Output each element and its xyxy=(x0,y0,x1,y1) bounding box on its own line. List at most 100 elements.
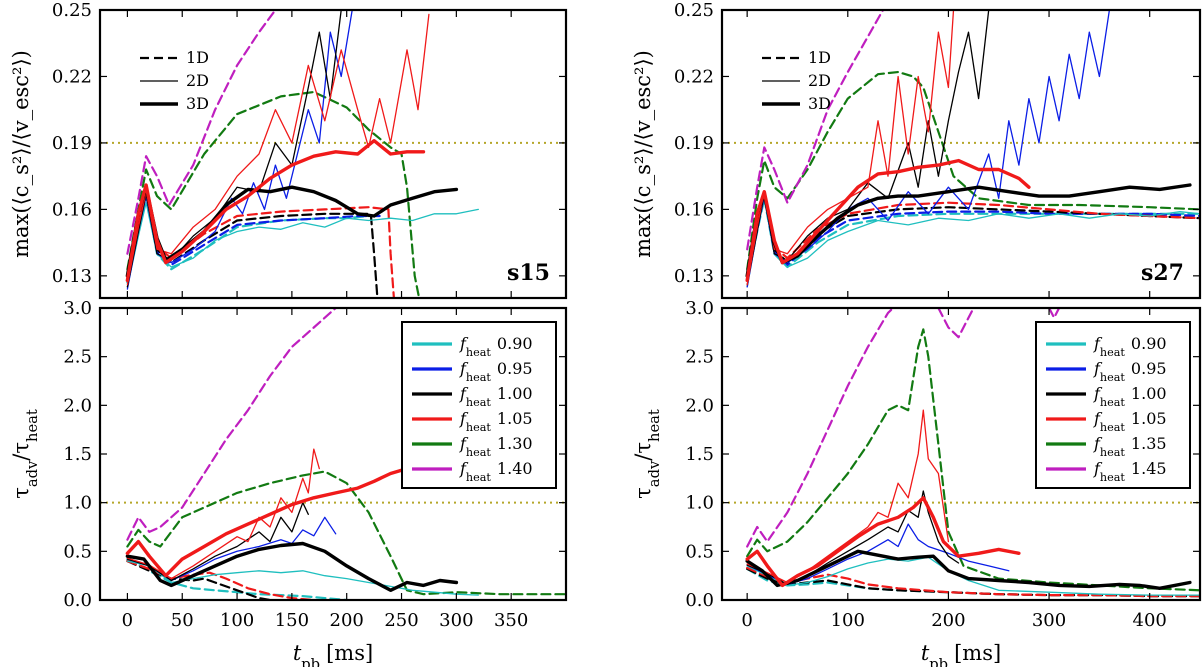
series-blue-1D xyxy=(126,192,381,282)
legend-entry: fheat 1.35 xyxy=(1093,434,1167,459)
x-tick-label: 350 xyxy=(494,610,528,631)
series-magenta-1D xyxy=(746,308,895,548)
series-red-1D xyxy=(126,560,315,600)
legend-label-2D: 2D xyxy=(808,71,831,90)
legend-entry: fheat 1.45 xyxy=(1093,459,1167,484)
series-black-2D xyxy=(746,10,990,286)
axes-frame xyxy=(98,306,568,602)
legend-label-1D: 1D xyxy=(186,48,209,67)
y-tick-label: 1.5 xyxy=(685,444,714,465)
legend-label-2D: 2D xyxy=(186,71,209,90)
x-tick-label: 300 xyxy=(439,610,473,631)
y-tick-label: 0.19 xyxy=(52,133,92,154)
panel-label: s15 xyxy=(507,260,550,286)
s27-top-panel: 0.13 0.16 0.19 0.22 0.25 max(⟨c_s²⟩/⟨v_esc²⟩)… xyxy=(631,0,1202,300)
y-tick-label: 0.25 xyxy=(674,0,714,21)
series-green-1D xyxy=(126,90,421,298)
x-tick-label: 300 xyxy=(1032,610,1066,631)
y-tick-label: 0.13 xyxy=(674,266,714,287)
y-tick-label: 0.19 xyxy=(674,133,714,154)
legend-entry: fheat 1.30 xyxy=(459,434,533,459)
series-blue-2D xyxy=(746,10,1111,288)
panel-label: s27 xyxy=(1141,260,1184,286)
legend-entry: fheat 1.40 xyxy=(459,459,533,484)
y-tick-label: 0.5 xyxy=(63,541,92,562)
y-tick-label: 0.13 xyxy=(52,266,92,287)
y-tick-label: 0.22 xyxy=(52,66,92,87)
series-red-1D xyxy=(126,190,395,298)
legend-entry: fheat 1.00 xyxy=(1093,384,1167,409)
series-black-3D xyxy=(125,541,459,592)
legend-entry: fheat 0.90 xyxy=(1093,334,1167,359)
x-tick-label: 100 xyxy=(220,610,254,631)
series-red-3D xyxy=(745,158,1031,282)
series-red-1D xyxy=(746,190,1200,277)
legend-entry: fheat 1.05 xyxy=(459,409,533,434)
dimension-legend: 1D 2D 3D xyxy=(140,48,209,113)
y-tick-label: 1.0 xyxy=(63,493,92,514)
series-group xyxy=(745,10,1200,288)
series-magenta-1D xyxy=(746,10,885,251)
series-magenta-1D xyxy=(126,308,337,541)
legend-box xyxy=(401,321,557,489)
y-axis-label: max(⟨c_s²⟩/⟨v_esc²⟩) xyxy=(631,50,655,258)
x-tick-label: 50 xyxy=(171,610,194,631)
series-red-3D xyxy=(745,496,1021,588)
axes-frame xyxy=(720,8,1202,300)
legend-entry: fheat 0.95 xyxy=(459,359,533,384)
x-tick-label: 0 xyxy=(122,610,133,631)
x-tick-label: 400 xyxy=(1133,610,1167,631)
y-tick-label: 0.5 xyxy=(685,541,714,562)
series-magenta-1D xyxy=(126,10,277,255)
series-black-2D xyxy=(126,502,309,582)
legend-label-1D: 1D xyxy=(808,48,831,67)
y-tick-label: 1.5 xyxy=(63,444,92,465)
x-tick-label: 150 xyxy=(275,610,309,631)
y-tick-label: 0.25 xyxy=(52,0,92,21)
series-green-1D xyxy=(126,470,566,596)
series-red-3D xyxy=(125,139,426,282)
chart-s27: 0.13 0.16 0.19 0.22 0.25 max(⟨c_s²⟩/⟨v_esc²⟩)… xyxy=(631,0,1202,667)
y-tick-label: 0.16 xyxy=(674,199,714,220)
x-axis-label: tpb [ms] xyxy=(293,641,373,667)
y-tick-label: 2.5 xyxy=(685,347,714,368)
series-green-1D xyxy=(746,70,1200,271)
x-tick-label: 200 xyxy=(330,610,364,631)
series-magenta-1D xyxy=(1048,308,1061,319)
s15-top-panel: 0.13 0.16 0.19 0.22 0.25 max(⟨c_s²⟩/⟨v_esc²⟩)… xyxy=(9,0,568,300)
y-tick-label: 0.22 xyxy=(674,66,714,87)
series-cyan-2D xyxy=(746,556,1200,596)
x-tick-label: 0 xyxy=(741,610,752,631)
series-group xyxy=(125,308,566,600)
x-tick-label: 100 xyxy=(831,610,865,631)
y-tick-label: 2.0 xyxy=(63,395,92,416)
legend-entry: fheat 0.95 xyxy=(1093,359,1167,384)
legend-label-3D: 3D xyxy=(808,94,831,113)
series-cyan-1D xyxy=(126,558,348,600)
y-tick-label: 1.0 xyxy=(685,493,714,514)
y-tick-label: 0.0 xyxy=(685,590,714,611)
legend-entry: fheat 1.00 xyxy=(459,384,533,409)
series-red-2D xyxy=(126,448,320,580)
y-axis-label: τadv/τheat xyxy=(631,409,663,499)
series-group xyxy=(125,10,479,298)
x-axis-label: tpb [ms] xyxy=(921,641,1001,667)
y-tick-label: 2.0 xyxy=(685,395,714,416)
y-axis-label: τadv/τheat xyxy=(9,409,41,499)
s27-bottom-panel: 0.0 0.5 1.0 1.5 2.0 2.5 3.0 0 100 200 300 400 τadv/τ… xyxy=(631,298,1202,631)
legend-entry: fheat 0.90 xyxy=(459,334,533,359)
y-tick-label: 2.5 xyxy=(63,347,92,368)
legend-label-3D: 3D xyxy=(186,94,209,113)
y-tick-label: 0.16 xyxy=(52,199,92,220)
series-black-3D xyxy=(745,549,1192,590)
chart-s15: 0.13 0.16 0.19 0.22 0.25 max(⟨c_s²⟩/⟨v_esc²⟩)… xyxy=(9,0,568,667)
s15-bottom-panel: 0.0 0.5 1.0 1.5 2.0 2.5 3.0 0 50 100 150 200 250 300 3… xyxy=(9,298,568,631)
y-tick-label: 3.0 xyxy=(63,298,92,319)
y-axis-label: max(⟨c_s²⟩/⟨v_esc²⟩) xyxy=(9,50,33,258)
y-tick-label: 3.0 xyxy=(685,298,714,319)
x-tick-label: 250 xyxy=(384,610,418,631)
series-red-3D xyxy=(125,462,426,578)
